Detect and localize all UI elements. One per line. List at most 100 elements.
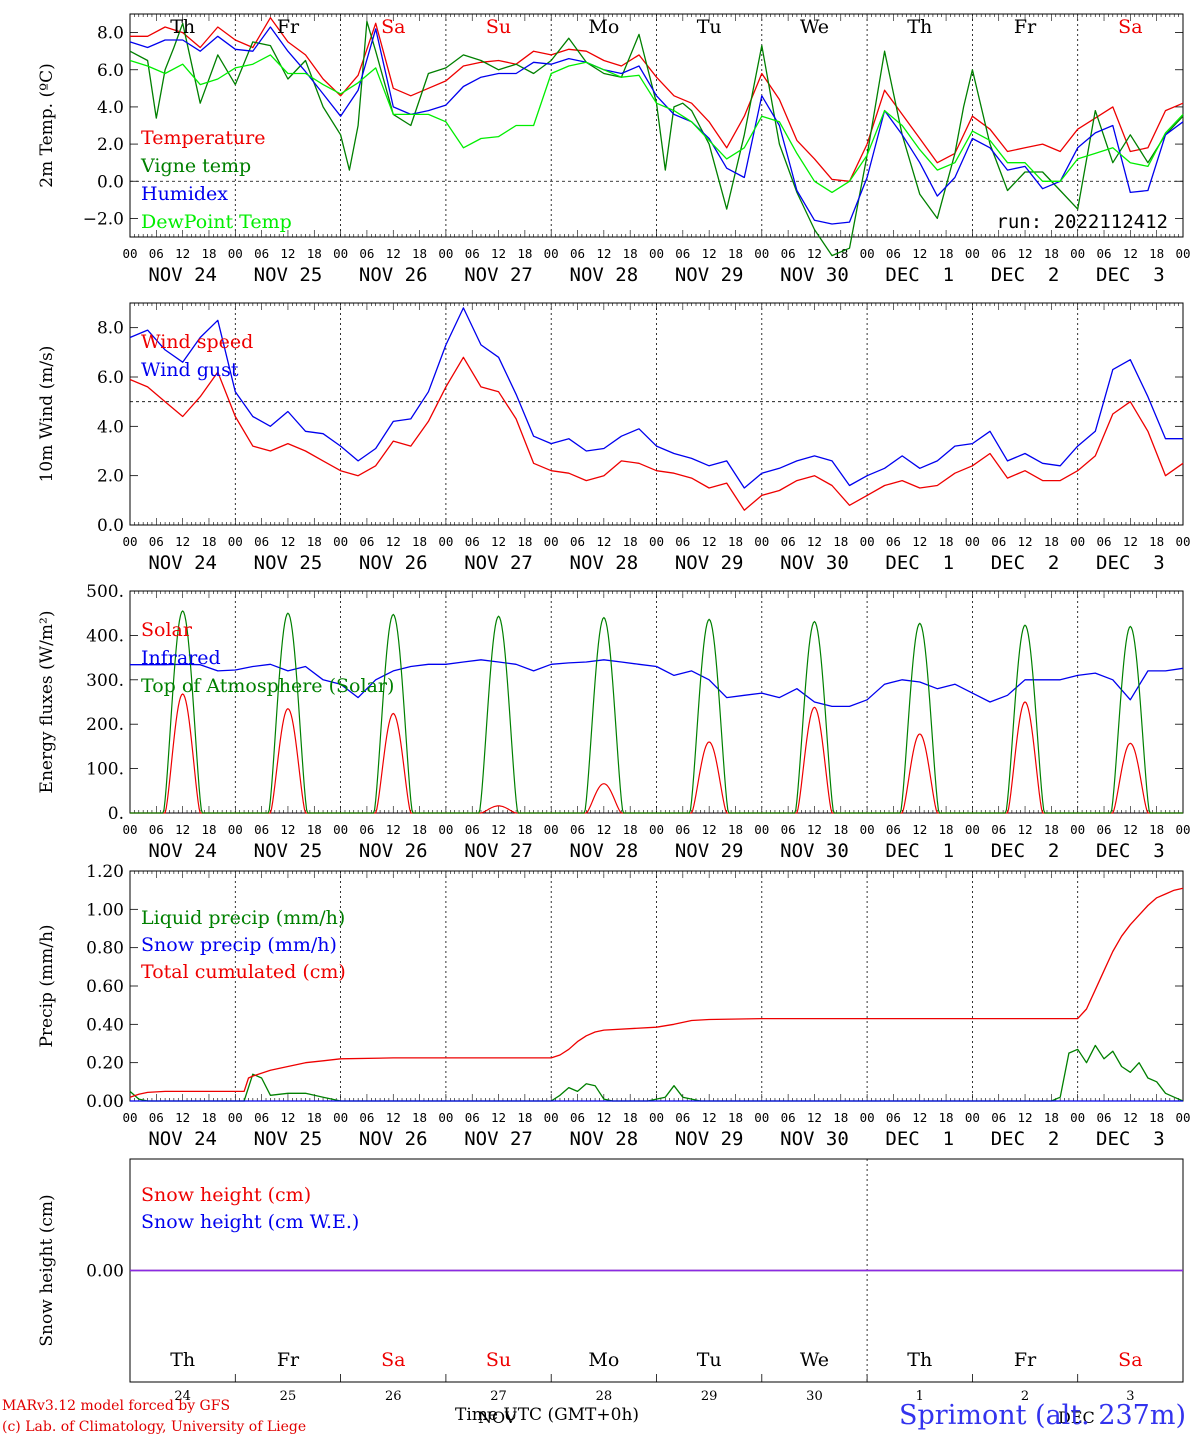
hour-tick-label: 00 <box>860 822 875 837</box>
hour-tick-label: 18 <box>412 534 427 549</box>
legend-entry: Infrared <box>141 647 221 669</box>
hour-tick-label: 06 <box>1096 822 1111 837</box>
weekday-label: Fr <box>1014 1349 1037 1371</box>
hour-tick-label: 00 <box>228 246 243 261</box>
hour-tick-label: 18 <box>1044 822 1059 837</box>
y-tick-label: 1.00 <box>86 900 124 920</box>
hour-tick-label: 00 <box>333 246 348 261</box>
y-tick-label: 0.00 <box>86 1262 124 1282</box>
hour-tick-label: 12 <box>807 246 822 261</box>
humidex-series <box>129 26 1184 225</box>
date-label: NOV 25 <box>254 552 323 574</box>
hour-tick-label: 18 <box>201 1110 216 1125</box>
hour-tick-label: 18 <box>939 534 954 549</box>
hour-tick-label: 12 <box>596 534 611 549</box>
y-tick-label: 400. <box>86 626 124 646</box>
hour-tick-label: 00 <box>544 534 559 549</box>
date-label: NOV 29 <box>675 1128 744 1150</box>
toa-series <box>972 624 1078 814</box>
lab-credit: (c) Lab. of Climatology, University of L… <box>2 1419 307 1435</box>
hour-tick-label: 18 <box>728 246 743 261</box>
infrared-series <box>130 659 1184 708</box>
hour-tick-label: 00 <box>333 1110 348 1125</box>
wind_gust-series <box>129 307 1183 489</box>
time-axis-title: Time UTC (GMT+0h) <box>455 1405 640 1425</box>
hour-tick-label: 18 <box>307 246 322 261</box>
hour-tick-label: 00 <box>228 534 243 549</box>
hour-tick-label: 06 <box>675 534 690 549</box>
legend-entry: Humidex <box>141 183 228 205</box>
weekday-label: Th <box>907 1349 932 1371</box>
hour-tick-label: 18 <box>939 822 954 837</box>
legend-entry: Snow precip (mm/h) <box>141 934 337 956</box>
y-tick-label: 0.00 <box>86 1092 124 1112</box>
date-label: NOV 30 <box>780 552 849 574</box>
y-tick-label: 100. <box>86 760 124 780</box>
hour-tick-label: 12 <box>280 246 295 261</box>
hour-tick-label: 06 <box>781 246 796 261</box>
hour-tick-label: 18 <box>1149 534 1164 549</box>
weekday-label: Su <box>486 16 511 38</box>
date-label: NOV 30 <box>780 840 849 862</box>
toa-series <box>551 616 657 814</box>
weekday-label: Sa <box>1118 1349 1142 1371</box>
hour-tick-label: 06 <box>991 1110 1006 1125</box>
weekday-label: Th <box>170 1349 195 1371</box>
hour-tick-label: 12 <box>491 246 506 261</box>
legend-entry: Snow height (cm W.E.) <box>141 1211 359 1233</box>
day-number: 24 <box>174 1389 191 1404</box>
hour-tick-label: 12 <box>386 534 401 549</box>
hour-tick-label: 18 <box>728 534 743 549</box>
date-label: NOV 27 <box>464 552 533 574</box>
legend-entry: Wind speed <box>141 331 253 353</box>
y-tick-label: 4.0 <box>97 98 124 118</box>
hour-tick-label: 06 <box>570 246 585 261</box>
hour-tick-label: 12 <box>1018 534 1033 549</box>
weekday-label: Sa <box>1118 16 1142 38</box>
hour-tick-label: 12 <box>386 1110 401 1125</box>
hour-tick-label: 12 <box>1018 1110 1033 1125</box>
x-title-overlay: NOV <box>478 1408 517 1427</box>
hour-tick-label: 00 <box>438 246 453 261</box>
hour-tick-label: 12 <box>807 534 822 549</box>
y-tick-label: 0.60 <box>86 977 124 997</box>
hour-tick-label: 00 <box>333 822 348 837</box>
date-label: NOV 29 <box>675 264 744 286</box>
hour-tick-label: 00 <box>544 822 559 837</box>
hour-tick-label: 00 <box>860 534 875 549</box>
day-number: 2 <box>1021 1389 1029 1404</box>
hour-tick-label: 12 <box>912 246 927 261</box>
hour-tick-label: 18 <box>517 822 532 837</box>
hour-tick-label: 12 <box>912 1110 927 1125</box>
hour-tick-label: 06 <box>991 246 1006 261</box>
date-label: NOV 26 <box>359 840 428 862</box>
hour-tick-label: 12 <box>596 246 611 261</box>
legend-entry: Liquid precip (mm/h) <box>141 907 345 929</box>
hour-tick-label: 06 <box>886 246 901 261</box>
date-label: NOV 24 <box>148 840 217 862</box>
station-name: Sprimont (alt. 237m) <box>899 1400 1186 1431</box>
hour-tick-label: 12 <box>491 1110 506 1125</box>
hour-tick-label: 18 <box>1044 1110 1059 1125</box>
hour-tick-label: 00 <box>649 822 664 837</box>
weekday-label: Tu <box>697 1349 722 1371</box>
solar-series <box>130 693 236 814</box>
run-label: run: 2022112412 <box>996 211 1168 233</box>
date-label: NOV 29 <box>675 840 744 862</box>
date-label: DEC 2 <box>991 1128 1060 1150</box>
hour-tick-label: 00 <box>1070 1110 1085 1125</box>
hour-tick-label: 00 <box>965 822 980 837</box>
day-number: 25 <box>280 1389 297 1404</box>
toa-series <box>235 612 341 814</box>
date-label: DEC 3 <box>1096 840 1165 862</box>
hour-tick-label: 12 <box>807 822 822 837</box>
hour-tick-label: 12 <box>280 1110 295 1125</box>
date-label: DEC 3 <box>1096 552 1165 574</box>
hour-tick-label: 06 <box>149 246 164 261</box>
hour-tick-label: 12 <box>386 822 401 837</box>
y-tick-label: 0.80 <box>86 939 124 959</box>
hour-tick-label: 06 <box>991 534 1006 549</box>
hour-tick-label: 06 <box>149 1110 164 1125</box>
legend-entry: Temperature <box>141 127 265 149</box>
liquid-series <box>129 1044 1184 1102</box>
